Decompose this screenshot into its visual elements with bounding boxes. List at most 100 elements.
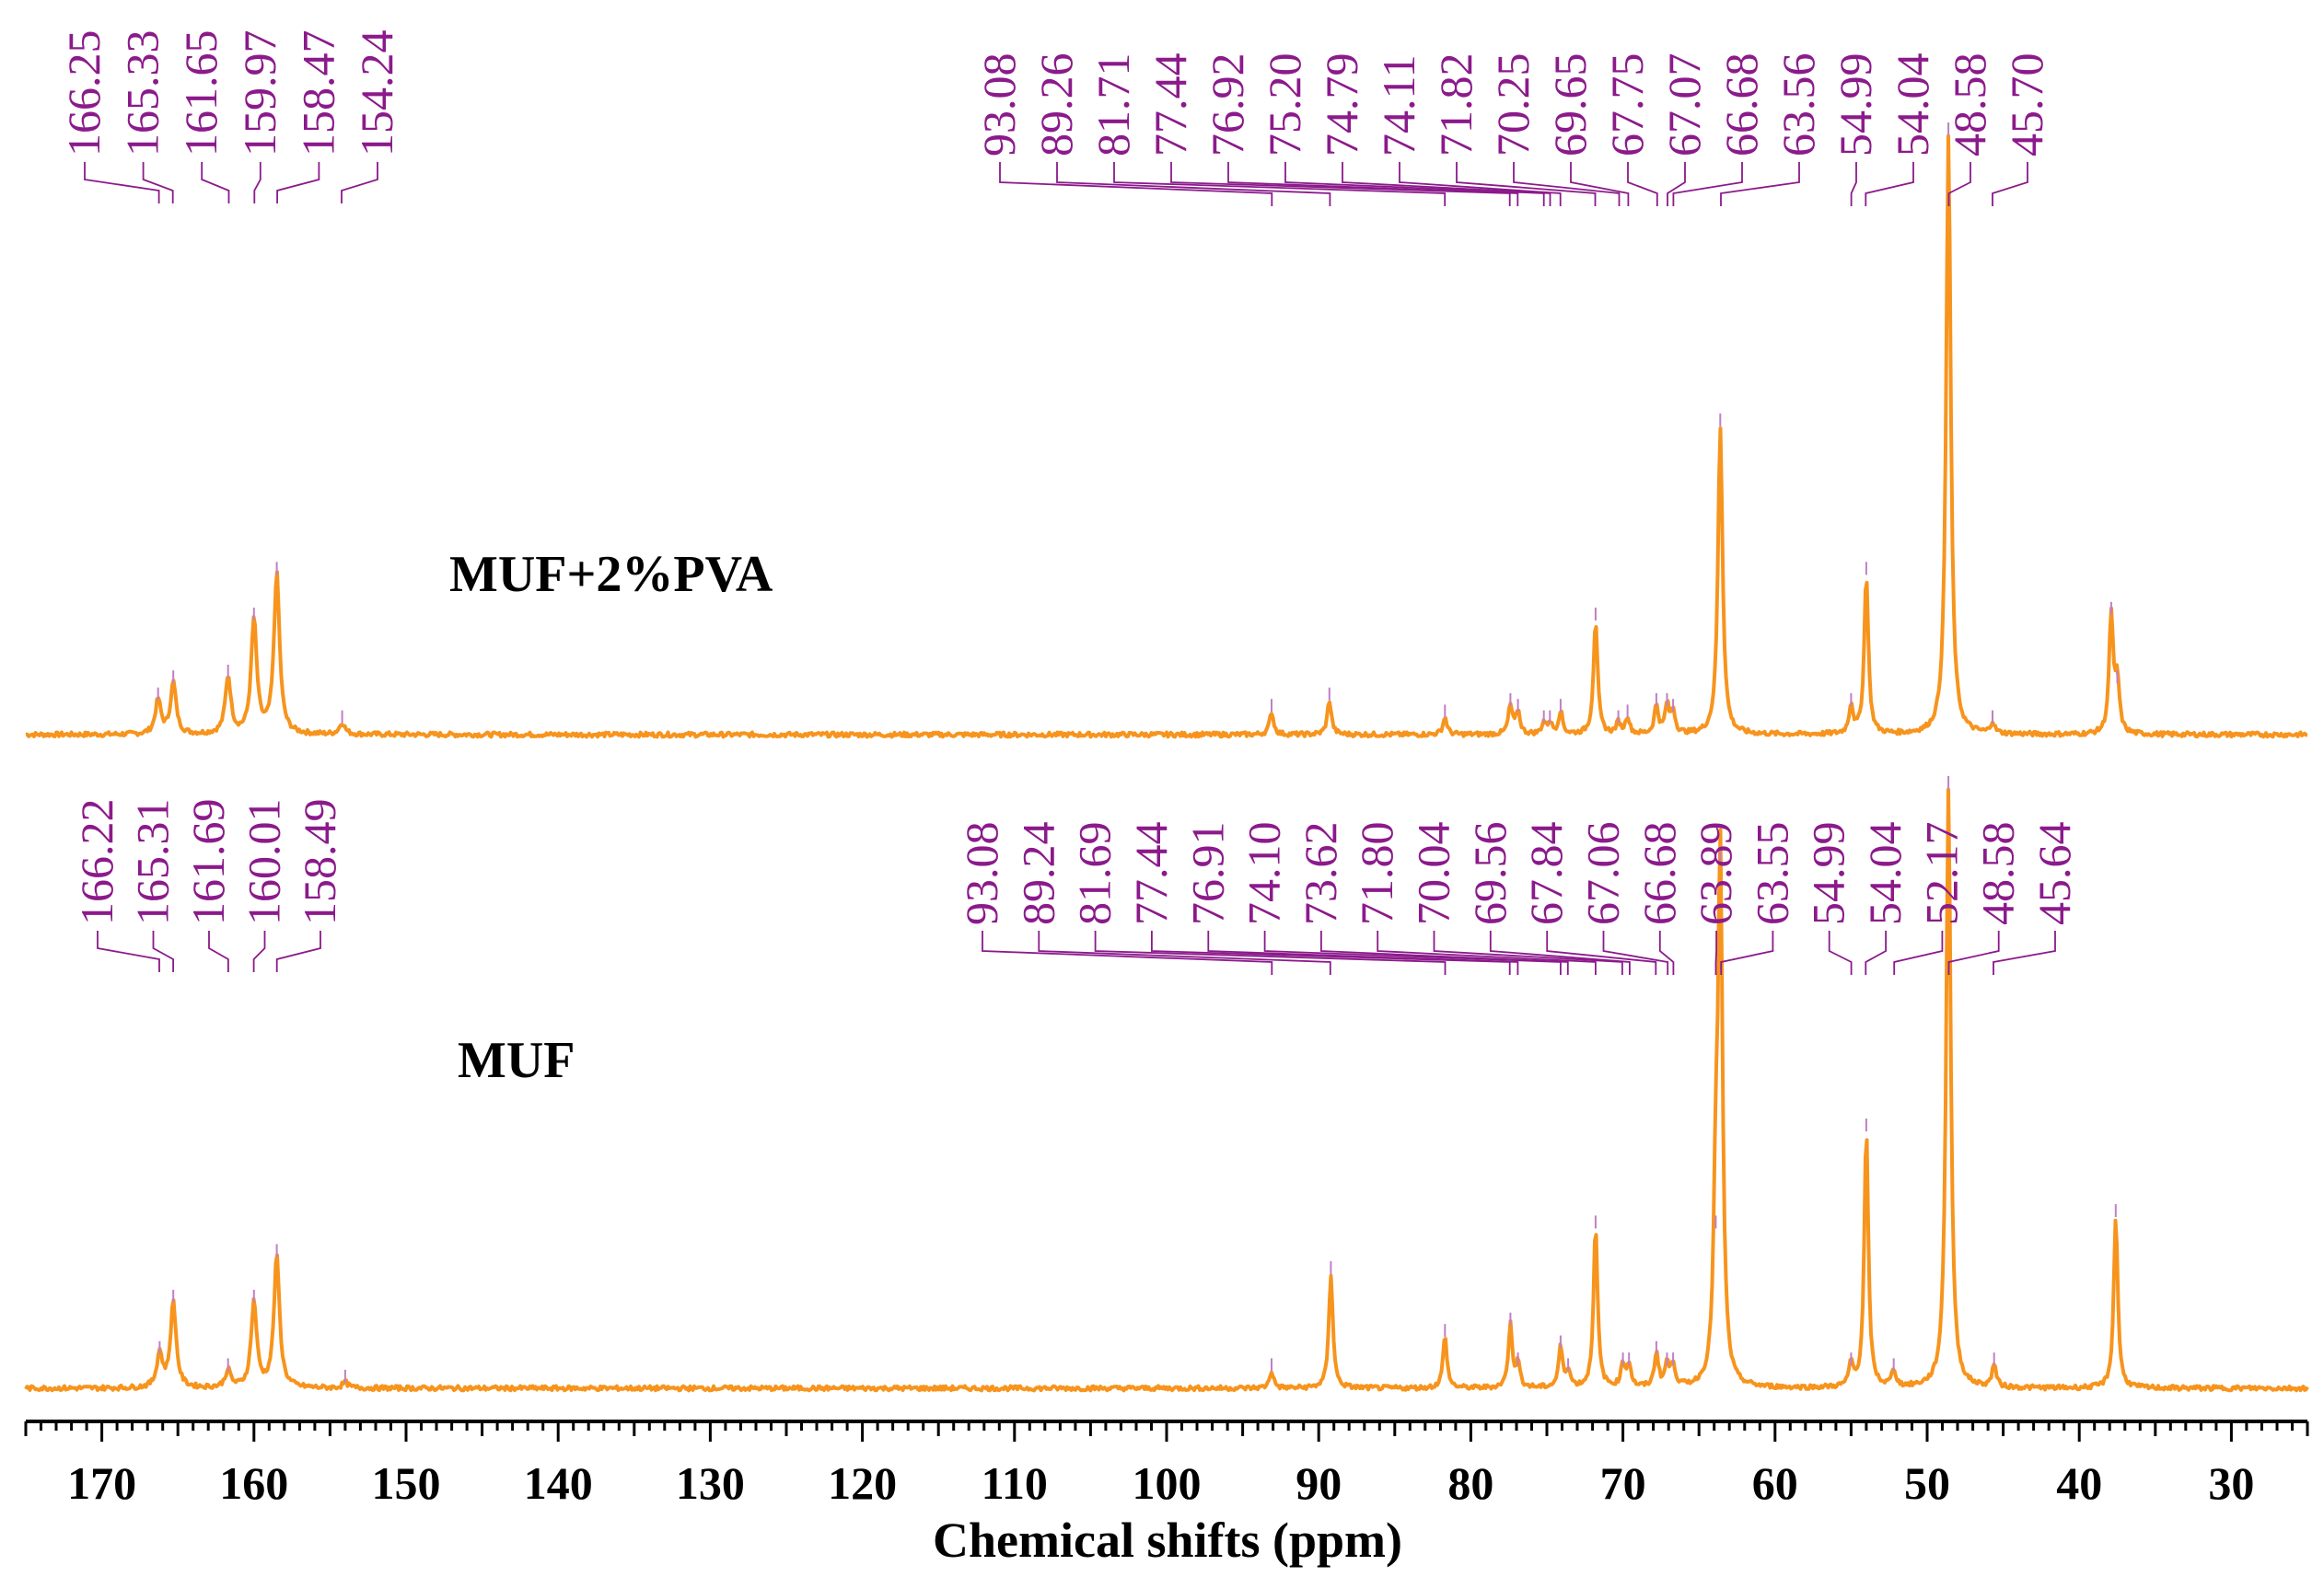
spectrum-line-muf-2-pva [25,133,2308,739]
peak-label: 54.04 [1887,53,1938,157]
peak-label: 76.92 [1202,53,1253,157]
peak-label: 158.47 [292,30,343,157]
peak-label: 70.25 [1487,53,1539,157]
x-tick-label: 110 [982,1457,1048,1509]
peak-label: 161.65 [175,30,227,157]
peak-label: 154.24 [351,30,402,157]
peak-label: 81.71 [1087,53,1139,157]
peak-leader-line [252,931,266,972]
peak-label: 71.82 [1430,53,1482,157]
peak-leader-line [1672,162,1743,206]
peak-label: 66.68 [1633,822,1685,926]
spectra-layer [24,122,2309,1393]
spectrum-line-muf [24,787,2309,1393]
peak-leader-line [142,162,174,203]
peak-label: 48.58 [1972,822,2024,926]
peak-label: 54.99 [1830,53,1881,157]
peak-leader-line [1113,162,1447,206]
peak-label: 54.04 [1859,822,1911,926]
peak-label: 54.99 [1803,822,1854,926]
peak-label: 165.31 [127,799,179,926]
peak-leader-line [1399,162,1562,206]
x-tick-label: 170 [67,1457,136,1509]
peak-label: 75.20 [1259,53,1310,157]
peak-leader-line [1850,162,1857,206]
peak-leader-line [982,931,1273,975]
peak-label: 63.55 [1746,822,1797,926]
peak-label: 93.08 [956,822,1007,926]
peak-leader-line [1207,931,1519,975]
peak-label: 159.97 [234,30,285,157]
peak-leader-line [1489,931,1631,975]
peak-label: 45.64 [2028,822,2080,926]
peak-leader-line [201,162,230,203]
peak-leader-line [1992,162,2028,206]
x-tick-label: 30 [2208,1457,2254,1509]
peak-leader-line [1094,931,1447,975]
x-tick-label: 90 [1296,1457,1342,1509]
peak-label: 71.80 [1351,822,1402,926]
peak-leader-line [1627,162,1658,206]
peak-leader-line [1714,931,1717,975]
peak-label: 66.68 [1715,53,1767,157]
peak-label: 70.04 [1408,822,1459,926]
peak-leader-line [152,931,174,972]
peak-leader-line [208,931,229,972]
peak-label: 158.49 [294,799,345,926]
peak-label: 77.44 [1125,822,1177,926]
peak-label: 73.62 [1295,822,1346,926]
peak-leader-line [1667,162,1686,206]
peak-leader-line [97,931,160,972]
peak-label: 161.69 [182,799,234,926]
peak-leader-line [1947,931,2000,975]
peak-label: 165.33 [117,30,168,157]
peak-leader-line [84,162,160,203]
peak-leader-line [1433,931,1623,975]
x-tick-label: 40 [2056,1457,2102,1509]
peak-leader-line [253,162,261,203]
peak-leader-line [276,162,320,203]
x-tick-label: 100 [1133,1457,1202,1509]
peak-leader-line [1320,931,1569,975]
peak-leader-line [1377,931,1597,975]
peak-label: 67.07 [1658,53,1710,157]
peak-leader-line [1170,162,1511,206]
peak-label: 74.10 [1238,822,1290,926]
peak-leader-line [1056,162,1331,206]
x-tick-label: 70 [1600,1457,1646,1509]
peak-label: 67.06 [1577,822,1629,926]
peak-leader-line [1865,162,1914,206]
peak-leader-line [1227,162,1519,206]
x-tick-label: 60 [1752,1457,1798,1509]
series-label-muf-pva: MUF+2%PVA [449,546,773,603]
peak-label: 67.75 [1601,53,1653,157]
peak-label: 166.22 [71,799,122,926]
peak-leader-line [1570,162,1630,206]
peak-leader-line [1720,931,1774,975]
x-axis-label: Chemical shifts (ppm) [933,1513,1402,1568]
peak-label: 69.56 [1464,822,1516,926]
peak-leader-line [1658,931,1675,975]
peak-leader-line [1602,931,1669,975]
peak-label: 93.08 [973,53,1025,157]
peak-leader-line [1342,162,1551,206]
peak-label: 63.89 [1690,822,1741,926]
x-tick-label: 140 [524,1457,593,1509]
peak-leader-line [1546,931,1657,975]
peak-label: 45.70 [2001,53,2052,157]
x-tick-label: 160 [219,1457,288,1509]
peak-label: 166.25 [58,30,110,157]
peak-label: 81.69 [1069,822,1121,926]
x-tick-label: 120 [828,1457,897,1509]
peak-leader-line [1993,931,2056,975]
peak-leader-line [1893,931,1944,975]
peak-label: 63.56 [1772,53,1824,157]
peak-leader-line [999,162,1273,206]
peak-leader-line [1284,162,1545,206]
peak-leader-line [1947,162,1971,206]
peak-label: 48.58 [1944,53,1995,157]
peak-label: 67.84 [1520,822,1572,926]
peak-leader-line [275,931,321,972]
peak-label: 160.01 [238,799,290,926]
peak-label: 89.26 [1030,53,1082,157]
